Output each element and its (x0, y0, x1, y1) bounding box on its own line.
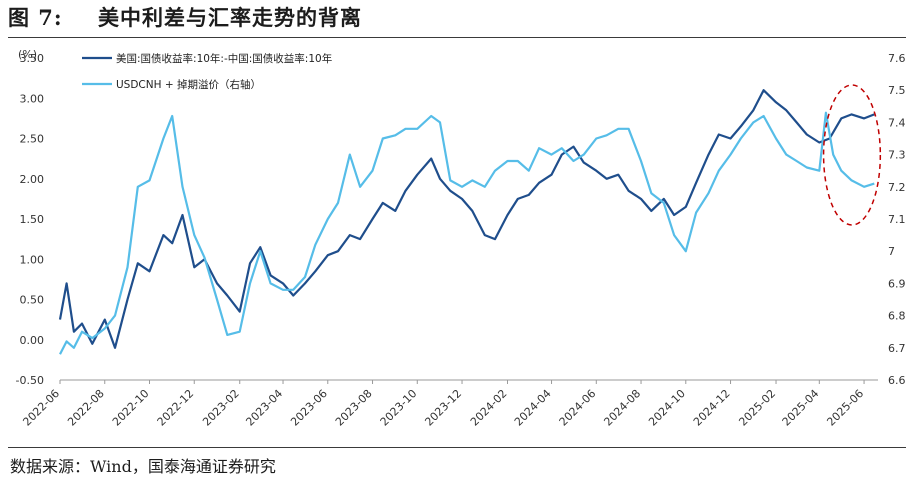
right-tick-label: 7.1 (888, 213, 906, 226)
chart: (%)3.50 3.00 2.50 2.00 1.50 1.00 0.50 0.00 -0.50… (16, 48, 906, 429)
top-rule (8, 37, 906, 38)
left-tick-label: 0.50 (20, 294, 45, 307)
left-axis-unit: (%) (18, 48, 37, 61)
x-tick-label: 2022-10 (110, 387, 152, 429)
legend-label: 美国:国债收益率:10年:-中国:国债收益率:10年 (116, 52, 332, 65)
x-tick-label: 2025-02 (736, 387, 778, 429)
bottom-rule (8, 447, 906, 448)
right-tick-label: 6.8 (888, 310, 906, 323)
source-note: 数据来源：Wind，国泰海通证券研究 (10, 457, 276, 476)
x-tick-label: 2024-10 (646, 387, 688, 429)
x-tick-label: 2023-02 (200, 387, 242, 429)
x-tick-label: 2024-08 (601, 387, 643, 429)
right-tick-label: 7.6 (888, 52, 906, 65)
right-tick-label: 7 (888, 245, 895, 258)
left-tick-label: 1.50 (20, 213, 45, 226)
us-cn-yield-spread-line (58, 89, 875, 349)
left-tick-label: 2.50 (20, 133, 45, 146)
left-tick-label: -0.50 (16, 374, 44, 387)
right-tick-label: 7.2 (888, 181, 906, 194)
right-tick-label: 6.6 (888, 374, 906, 387)
x-tick-label: 2025-06 (824, 387, 866, 429)
x-tick-label: 2023-04 (243, 387, 285, 429)
x-tick-label: 2022-06 (20, 387, 62, 429)
left-tick-label: 2.00 (20, 173, 45, 186)
x-tick-label: 2024-02 (468, 387, 510, 429)
left-tick-label: 3.50 (20, 52, 45, 65)
x-tick-label: 2024-12 (691, 387, 733, 429)
x-tick-label: 2022-12 (155, 387, 197, 429)
right-tick-label: 6.9 (888, 277, 906, 290)
left-tick-label: 1.00 (20, 253, 45, 266)
x-tick-label: 2024-06 (557, 387, 599, 429)
right-tick-label: 6.7 (888, 342, 906, 355)
left-tick-label: 0.00 (20, 334, 45, 347)
divergence-highlight-ellipse (822, 84, 882, 226)
right-tick-label: 7.5 (888, 84, 906, 97)
usdcnh-swap-line (59, 111, 875, 355)
x-tick-label: 2022-08 (65, 387, 107, 429)
figure-number: 图 7: (8, 5, 63, 30)
x-tick-label: 2023-12 (422, 387, 464, 429)
x-tick-label: 2024-04 (512, 387, 554, 429)
legend-label: USDCNH + 掉期溢价（右轴） (116, 78, 261, 91)
left-tick-label: 3.00 (20, 92, 45, 105)
x-tick-label: 2025-04 (780, 387, 822, 429)
right-tick-label: 7.3 (888, 149, 906, 162)
figure-title: 图 7: 美中利差与汇率走势的背离 (8, 2, 362, 32)
right-tick-label: 7.4 (888, 116, 906, 129)
x-tick-label: 2023-08 (333, 387, 375, 429)
figure-subtitle: 美中利差与汇率走势的背离 (98, 5, 362, 30)
x-tick-label: 2023-10 (378, 387, 420, 429)
x-tick-label: 2023-06 (288, 387, 330, 429)
